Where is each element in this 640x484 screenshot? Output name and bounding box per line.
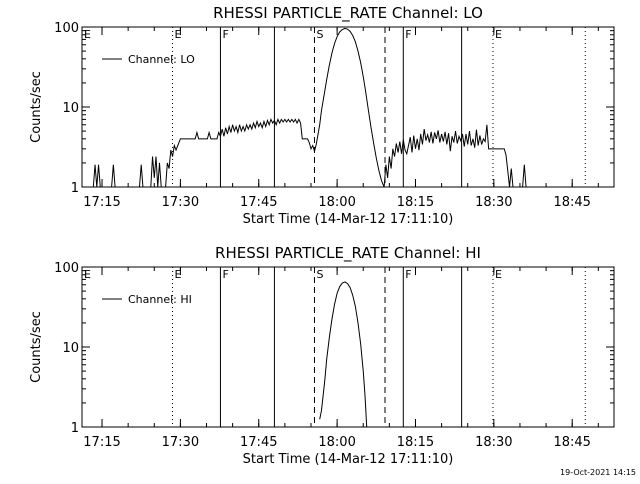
data-series-line-hi [319,281,368,428]
event-label-lo: E [495,28,502,41]
event-label-hi: F [222,268,228,281]
x-axis-label-hi: Start Time (14-Mar-12 17:11:10) [243,452,454,467]
x-tick-label-lo: 17:45 [240,195,277,210]
plot-frame-hi [81,266,615,428]
x-tick-label-hi: 18:00 [318,435,355,450]
x-tick-label-hi: 17:15 [83,435,120,450]
event-label-hi: S [316,268,323,281]
y-axis-label-lo: Counts/sec [29,71,44,143]
event-label-hi: E [495,268,502,281]
y-axis-label-hi: Counts/sec [29,311,44,383]
event-label-lo: E [175,28,182,41]
legend-label-hi: Channel: HI [128,293,192,306]
data-series-line-lo [92,27,527,188]
lo-channel-panel: RHESSI PARTICLE_RATE Channel: LO 1 10 100 17… [29,4,615,227]
event-label-lo: F [222,28,228,41]
x-tick-label-lo: 17:15 [83,195,120,210]
footer-date: 19-Oct-2021 14:15 [560,468,636,477]
event-label-hi: E [175,268,182,281]
x-tick-label-hi: 18:45 [553,435,590,450]
x-tick-label-lo: 18:30 [475,195,512,210]
x-tick-label-lo: 18:00 [318,195,355,210]
y-tick-label-lo: 100 [54,21,79,36]
y-tick-label-lo: 10 [62,101,79,116]
event-label-lo: F [405,28,411,41]
x-tick-label-lo: 18:15 [397,195,434,210]
y-tick-label-lo: 1 [71,181,79,196]
y-tick-label-hi: 10 [62,341,79,356]
y-tick-label-hi: 1 [71,421,79,436]
legend-label-lo: Channel: LO [128,53,195,66]
x-tick-label-hi: 17:45 [240,435,277,450]
chart-title-lo: RHESSI PARTICLE_RATE Channel: LO [213,4,483,23]
chart-title-hi: RHESSI PARTICLE_RATE Channel: HI [215,244,481,263]
y-tick-label-hi: 100 [54,261,79,276]
x-tick-label-hi: 17:30 [162,435,199,450]
x-tick-label-hi: 18:30 [475,435,512,450]
corner-label-lo: E [84,28,91,41]
x-tick-label-hi: 18:15 [397,435,434,450]
event-label-lo: S [316,28,323,41]
hi-channel-panel: RHESSI PARTICLE_RATE Channel: HI 1 10 100 17… [29,244,615,467]
x-tick-label-lo: 18:45 [553,195,590,210]
x-axis-label-lo: Start Time (14-Mar-12 17:11:10) [243,212,454,227]
corner-label-hi: E [84,268,91,281]
event-label-hi: F [405,268,411,281]
plot-frame-lo [81,26,615,188]
x-tick-label-lo: 17:30 [162,195,199,210]
